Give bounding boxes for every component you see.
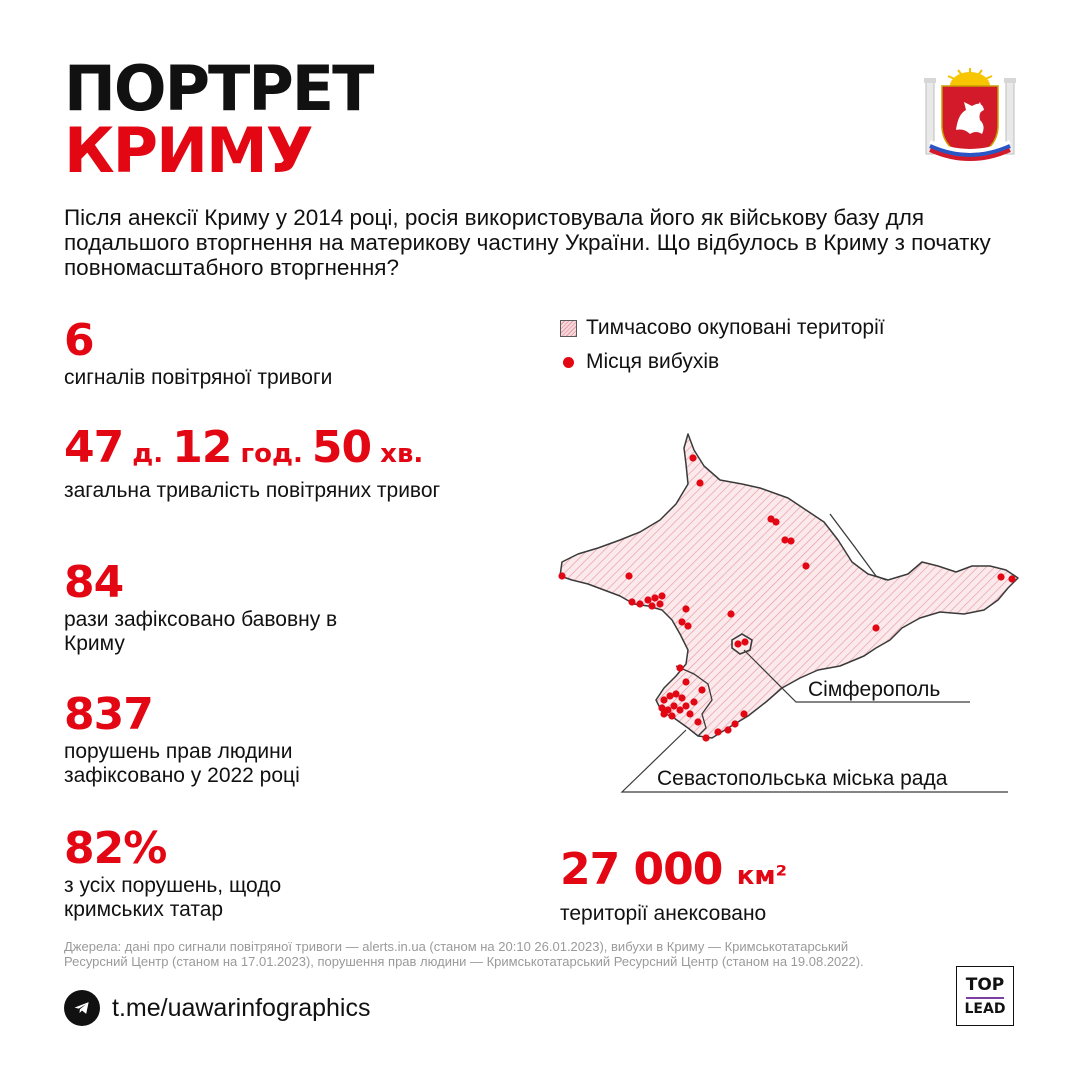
- stat-label: сигналів повітряної тривоги: [64, 366, 333, 389]
- telegram-link[interactable]: t.me/uawarinfographics: [112, 993, 371, 1022]
- stat-annexed-area: 27 000 км² території анексовано: [560, 846, 787, 926]
- sevastopol-boundary: [675, 665, 713, 737]
- telegram-icon: [64, 990, 100, 1026]
- simferopol-boundary: [731, 633, 753, 655]
- duration-days: 47: [64, 422, 124, 473]
- stat-value: 837: [64, 689, 154, 740]
- stat-label: порушень прав людини зафіксовано у 2022 …: [64, 740, 300, 787]
- stat-value: 84: [64, 557, 124, 608]
- duration-days-unit: д.: [123, 439, 173, 469]
- area-label: території анексовано: [560, 902, 767, 925]
- title-line-portrait: ПОРТРЕТ: [64, 52, 374, 125]
- stat-value: 47 д. 12 год. 50 хв.: [64, 425, 464, 477]
- page-title: ПОРТРЕТ КРИМУ: [64, 52, 374, 187]
- stat-alert-duration: 47 д. 12 год. 50 хв. загальна тривалість…: [64, 425, 464, 503]
- legend-explosions: Місця вибухів: [560, 345, 885, 379]
- area-unit: км²: [736, 861, 788, 891]
- stat-air-alerts: 6 сигналів повітряної тривоги: [64, 318, 332, 390]
- red-dot-icon: [560, 354, 577, 371]
- telegram-link-block[interactable]: t.me/uawarinfographics: [64, 990, 370, 1026]
- legend-occupied-label: Тимчасово окуповані території: [586, 316, 885, 339]
- top-lead-logo: TOP LEAD: [956, 966, 1014, 1026]
- label-leaders: [620, 649, 1008, 793]
- intro-paragraph: Після анексії Криму у 2014 році, росія в…: [64, 205, 991, 280]
- sources-note: Джерела: дані про сигнали повітряної три…: [64, 939, 864, 969]
- crimea-coat-of-arms-icon: [924, 68, 1016, 161]
- area-number: 27 000: [560, 844, 723, 895]
- stat-tatar-share: 82% з усіх порушень, щодо кримських тата…: [64, 826, 354, 922]
- simferopol-label: Сімферополь: [808, 678, 941, 701]
- stat-label: з усіх порушень, щодо кримських татар: [64, 874, 282, 921]
- duration-hours-unit: год.: [231, 439, 312, 469]
- legend-explosions-label: Місця вибухів: [586, 350, 720, 373]
- explosion-dots: [558, 454, 1016, 742]
- stat-label: загальна тривалість повітряних тривог: [64, 479, 441, 502]
- stat-value: 82%: [64, 823, 167, 874]
- legend-occupied: Тимчасово окуповані території: [560, 311, 885, 345]
- crimea-outline: [559, 433, 1019, 739]
- crimea-map: [558, 433, 1019, 793]
- duration-hours: 12: [172, 422, 232, 473]
- stat-value: 6: [64, 315, 95, 366]
- sevastopol-label: Севастопольська міська рада: [657, 767, 948, 790]
- stat-rights-violations: 837 порушень прав людини зафіксовано у 2…: [64, 692, 364, 788]
- area-value: 27 000 км²: [560, 846, 787, 900]
- duration-minutes-unit: хв.: [371, 439, 424, 469]
- stat-explosions: 84 рази зафіксовано бавовну в Криму: [64, 560, 394, 656]
- duration-minutes: 50: [311, 422, 372, 473]
- brand-top: TOP: [965, 974, 1005, 995]
- arabat-spit: [829, 513, 887, 581]
- title-line-crimea: КРИМУ: [64, 114, 314, 187]
- stat-label: рази зафіксовано бавовну в Криму: [64, 608, 338, 655]
- map-legend: Тимчасово окуповані території Місця вибу…: [560, 311, 885, 379]
- brand-bottom: LEAD: [964, 1000, 1006, 1017]
- brand-divider: [966, 996, 1004, 999]
- hatch-swatch-icon: [560, 319, 577, 337]
